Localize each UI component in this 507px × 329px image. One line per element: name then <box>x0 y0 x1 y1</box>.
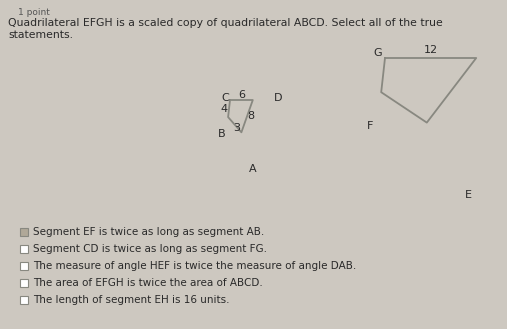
Text: The length of segment EH is 16 units.: The length of segment EH is 16 units. <box>33 295 230 305</box>
FancyBboxPatch shape <box>20 279 28 287</box>
Text: The measure of angle HEF is twice the measure of angle DAB.: The measure of angle HEF is twice the me… <box>33 261 356 271</box>
Text: G: G <box>373 48 382 59</box>
Text: 1 point: 1 point <box>18 8 50 17</box>
Text: Segment CD is twice as long as segment FG.: Segment CD is twice as long as segment F… <box>33 244 267 254</box>
Text: 6: 6 <box>238 90 245 100</box>
Text: Segment EF is twice as long as segment AB.: Segment EF is twice as long as segment A… <box>33 227 264 237</box>
Text: Quadrilateral EFGH is a scaled copy of quadrilateral ABCD. Select all of the tru: Quadrilateral EFGH is a scaled copy of q… <box>8 18 443 39</box>
Text: A: A <box>249 164 257 174</box>
Text: C: C <box>222 93 229 103</box>
FancyBboxPatch shape <box>20 228 28 236</box>
FancyBboxPatch shape <box>20 296 28 304</box>
Text: F: F <box>367 121 373 131</box>
Text: E: E <box>465 190 472 200</box>
Text: 8: 8 <box>247 111 255 121</box>
Text: 4: 4 <box>221 104 228 114</box>
FancyBboxPatch shape <box>20 245 28 253</box>
Text: B: B <box>218 129 226 139</box>
Text: 12: 12 <box>423 45 438 55</box>
Text: The area of EFGH is twice the area of ABCD.: The area of EFGH is twice the area of AB… <box>33 278 263 288</box>
Text: D: D <box>274 93 282 103</box>
FancyBboxPatch shape <box>20 262 28 270</box>
Text: 3: 3 <box>233 123 240 133</box>
